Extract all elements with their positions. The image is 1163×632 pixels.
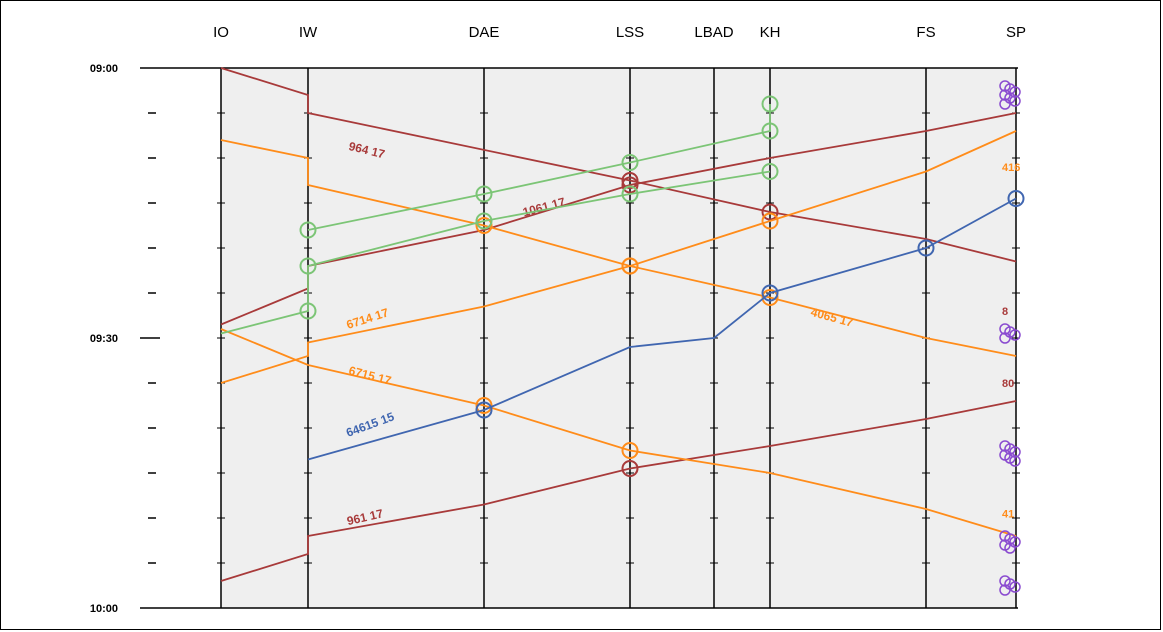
station-label-iw: IW [299,24,318,41]
stop-marker [621,460,639,477]
stop-marker [917,239,935,257]
stop-marker [299,302,317,320]
stop-marker [1007,190,1025,207]
sp-cluster-marker [999,584,1011,596]
stop-marker [761,122,779,140]
stop-marker [761,163,779,180]
stop-marker [475,212,493,230]
sp-cluster-marker [1009,455,1021,467]
stop-marker [761,284,779,302]
stop-marker [475,217,493,234]
train-line-unlabeled-8 [307,104,771,231]
station-label-fs: FS [916,24,935,41]
stop-marker [621,176,639,194]
time-tick-label: 09:30 [90,333,118,345]
stop-marker [475,185,493,203]
plot-area-background [221,68,1016,608]
stop-marker [299,257,317,275]
station-label-kh: KH [760,24,781,41]
train-line-6715-17 [220,328,1017,537]
station-label-dae: DAE [469,24,500,41]
time-tick-label: 10:00 [90,603,118,615]
stop-marker [621,257,639,275]
stop-marker [761,203,779,221]
stop-marker [621,442,639,459]
stop-marker [761,212,779,230]
stop-marker [621,172,639,189]
sp-cluster-marker [1004,542,1016,554]
edge-train-label: 80 [1002,378,1014,390]
train-line-64615-15 [307,197,1017,461]
stop-marker [761,95,779,113]
station-label-lbad: LBAD [694,24,733,41]
edge-train-label: 8 [1002,306,1008,318]
train-line-unlabeled-7 [220,170,771,335]
station-label-sp: SP [1006,24,1026,41]
train-line-6714-17 [220,130,1017,384]
train-line-4065-17 [220,139,1017,357]
stop-marker [761,289,779,306]
sp-cluster-marker [1009,95,1021,107]
train-line-961-17 [220,400,1017,582]
sp-cluster-marker [999,332,1011,344]
train-line-964-17 [220,67,1017,263]
stop-marker [475,401,493,419]
edge-train-label: 416 [1002,162,1020,174]
time-tick-label: 09:00 [90,63,118,75]
stop-marker [621,154,639,171]
stop-marker [475,397,493,414]
station-label-io: IO [213,24,229,41]
stop-marker [621,185,639,203]
stop-marker [299,221,317,239]
station-label-lss: LSS [616,24,644,41]
sp-cluster-marker [1009,329,1021,341]
sp-cluster-marker [1009,581,1021,593]
sp-cluster-marker [999,98,1011,110]
edge-train-label: 41 [1002,509,1014,521]
